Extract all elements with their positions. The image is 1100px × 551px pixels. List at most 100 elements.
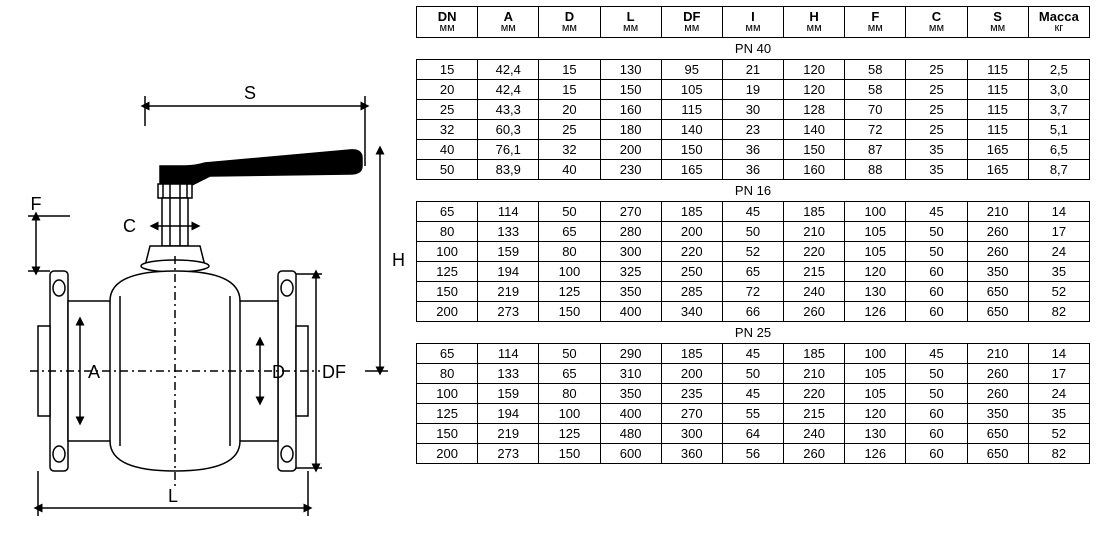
table-cell: 36 [722, 140, 783, 160]
table-cell: 72 [845, 120, 906, 140]
table-cell: 3,7 [1028, 100, 1089, 120]
table-cell: 200 [661, 364, 722, 384]
table-cell: 17 [1028, 222, 1089, 242]
col-head: I [722, 7, 783, 24]
col-head: C [906, 7, 967, 24]
table-cell: 14 [1028, 344, 1089, 364]
table-cell: 100 [845, 344, 906, 364]
table-cell: 50 [539, 202, 600, 222]
table-row: 8013365280200502101055026017 [417, 222, 1090, 242]
table-cell: 45 [722, 202, 783, 222]
col-unit: мм [845, 23, 906, 38]
dim-label-h: H [392, 250, 405, 270]
table-cell: 270 [600, 202, 661, 222]
table-cell: 25 [906, 120, 967, 140]
dim-label-f: F [31, 194, 42, 214]
table-cell: 35 [1028, 262, 1089, 282]
table-cell: 240 [784, 424, 845, 444]
table-cell: 210 [784, 222, 845, 242]
table-cell: 64 [722, 424, 783, 444]
table-cell: 105 [845, 242, 906, 262]
table-cell: 360 [661, 444, 722, 464]
table-cell: 114 [478, 344, 539, 364]
table-cell: 130 [845, 282, 906, 302]
table-cell: 42,4 [478, 60, 539, 80]
table-cell: 82 [1028, 444, 1089, 464]
table-cell: 50 [722, 364, 783, 384]
table-cell: 150 [539, 302, 600, 322]
table-cell: 400 [600, 404, 661, 424]
table-cell: 125 [417, 404, 478, 424]
table-cell: 160 [784, 160, 845, 180]
table-cell: 114 [478, 202, 539, 222]
table-cell: 650 [967, 444, 1028, 464]
table-row: 2042,4151501051912058251153,0 [417, 80, 1090, 100]
table-cell: 280 [600, 222, 661, 242]
table-cell: 150 [661, 140, 722, 160]
table-cell: 15 [539, 60, 600, 80]
table-cell: 80 [417, 222, 478, 242]
table-cell: 650 [967, 302, 1028, 322]
col-head: Масса [1028, 7, 1089, 24]
table-cell: 105 [845, 384, 906, 404]
table-cell: 45 [906, 202, 967, 222]
table-cell: 300 [600, 242, 661, 262]
table-cell: 60,3 [478, 120, 539, 140]
table-cell: 185 [784, 344, 845, 364]
table-cell: 87 [845, 140, 906, 160]
table-cell: 290 [600, 344, 661, 364]
table-cell: 35 [1028, 404, 1089, 424]
table-cell: 260 [967, 242, 1028, 262]
col-unit: мм [967, 23, 1028, 38]
table-cell: 159 [478, 384, 539, 404]
table-row: 125194100325250652151206035035 [417, 262, 1090, 282]
table-cell: 130 [845, 424, 906, 444]
table-row: 5083,9402301653616088351658,7 [417, 160, 1090, 180]
table-cell: 45 [722, 384, 783, 404]
col-head: D [539, 7, 600, 24]
section-title: PN 16 [417, 180, 1090, 202]
table-cell: 17 [1028, 364, 1089, 384]
table-cell: 200 [661, 222, 722, 242]
table-cell: 125 [539, 424, 600, 444]
table-cell: 220 [661, 242, 722, 262]
table-cell: 80 [417, 364, 478, 384]
table-row: 10015980300220522201055026024 [417, 242, 1090, 262]
table-row: 150219125350285722401306065052 [417, 282, 1090, 302]
table-cell: 15 [539, 80, 600, 100]
table-cell: 60 [906, 262, 967, 282]
table-cell: 100 [417, 242, 478, 262]
col-unit: мм [539, 23, 600, 38]
table-cell: 35 [906, 160, 967, 180]
table-cell: 80 [539, 242, 600, 262]
table-cell: 350 [967, 262, 1028, 282]
col-head: DF [661, 7, 722, 24]
table-cell: 200 [600, 140, 661, 160]
table-cell: 220 [784, 384, 845, 404]
table-cell: 600 [600, 444, 661, 464]
table-cell: 325 [600, 262, 661, 282]
table-cell: 40 [417, 140, 478, 160]
table-row: 10015980350235452201055026024 [417, 384, 1090, 404]
table-cell: 128 [784, 100, 845, 120]
table-cell: 273 [478, 444, 539, 464]
table-cell: 14 [1028, 202, 1089, 222]
table-cell: 230 [600, 160, 661, 180]
table-cell: 115 [967, 80, 1028, 100]
table-cell: 32 [417, 120, 478, 140]
table-cell: 300 [661, 424, 722, 444]
table-cell: 194 [478, 262, 539, 282]
table-cell: 20 [539, 100, 600, 120]
table-row: 4076,1322001503615087351656,5 [417, 140, 1090, 160]
table-cell: 83,9 [478, 160, 539, 180]
dim-label-df: DF [322, 362, 346, 382]
table-cell: 45 [906, 344, 967, 364]
table-cell: 36 [722, 160, 783, 180]
table-cell: 260 [967, 364, 1028, 384]
table-cell: 56 [722, 444, 783, 464]
table-cell: 150 [600, 80, 661, 100]
col-unit: мм [722, 23, 783, 38]
table-cell: 35 [906, 140, 967, 160]
table-cell: 105 [661, 80, 722, 100]
table-cell: 219 [478, 282, 539, 302]
